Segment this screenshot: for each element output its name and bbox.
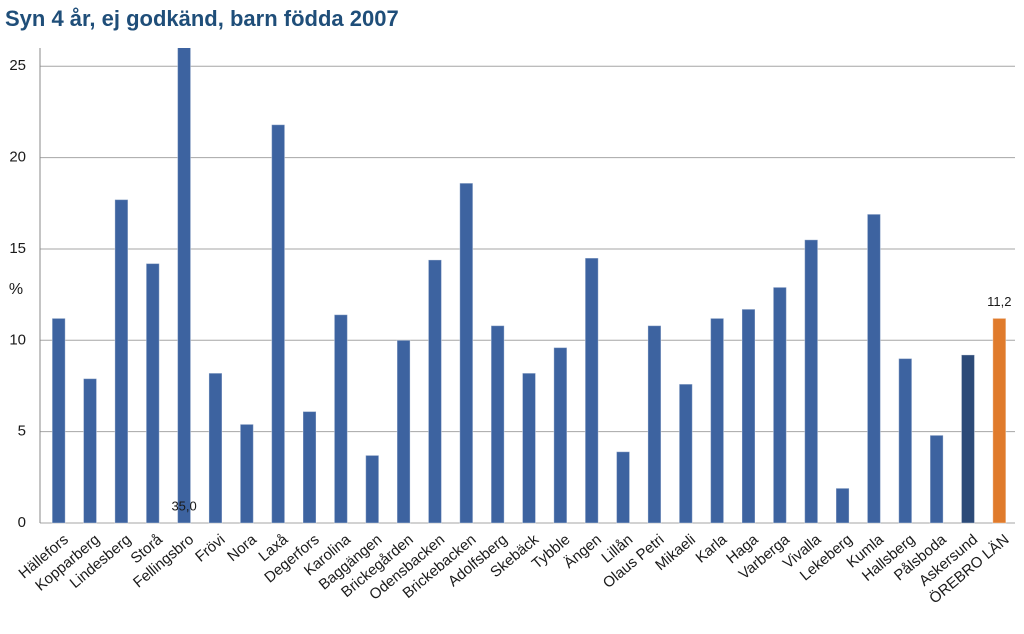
bar bbox=[208, 372, 223, 524]
bar bbox=[804, 239, 819, 524]
bar bbox=[83, 378, 98, 524]
bar bbox=[960, 354, 975, 524]
bar bbox=[992, 317, 1007, 524]
bar bbox=[396, 339, 411, 524]
bar bbox=[427, 259, 442, 524]
chart-title: Syn 4 år, ej godkänd, barn födda 2007 bbox=[5, 6, 399, 31]
bar bbox=[522, 372, 536, 524]
bar bbox=[584, 257, 599, 524]
bar bbox=[271, 124, 286, 524]
bar bbox=[647, 325, 662, 524]
y-tick-label: 5 bbox=[18, 423, 26, 440]
bar bbox=[177, 48, 192, 524]
x-tick-label: Frövi bbox=[192, 531, 228, 565]
bar bbox=[553, 347, 568, 524]
y-tick-label: 10 bbox=[9, 331, 26, 348]
y-tick-label: 0 bbox=[18, 514, 26, 531]
bar bbox=[459, 182, 474, 524]
bar bbox=[772, 286, 787, 524]
bar bbox=[239, 423, 254, 524]
bar bbox=[490, 325, 505, 524]
x-tick-label: Karla bbox=[692, 531, 730, 567]
x-tick-label: Nora bbox=[224, 531, 260, 565]
bar bbox=[114, 199, 129, 524]
bar bbox=[616, 451, 631, 524]
value-label: 11,2 bbox=[987, 294, 1011, 309]
bar bbox=[866, 213, 881, 524]
plot-area bbox=[51, 48, 1007, 524]
bar bbox=[333, 314, 348, 524]
y-axis-label: % bbox=[9, 281, 23, 298]
bar bbox=[710, 317, 725, 524]
bar bbox=[365, 454, 380, 524]
bar bbox=[145, 263, 160, 524]
bar bbox=[741, 308, 756, 524]
bar bbox=[835, 487, 850, 524]
bar bbox=[678, 383, 693, 524]
value-label: 35,0 bbox=[171, 498, 196, 513]
y-tick-label: 20 bbox=[9, 149, 26, 166]
bar bbox=[51, 317, 66, 524]
bar bbox=[302, 411, 317, 524]
y-tick-label: 15 bbox=[9, 240, 26, 257]
bar bbox=[898, 358, 913, 524]
bar bbox=[929, 434, 944, 524]
y-tick-label: 25 bbox=[9, 57, 26, 74]
